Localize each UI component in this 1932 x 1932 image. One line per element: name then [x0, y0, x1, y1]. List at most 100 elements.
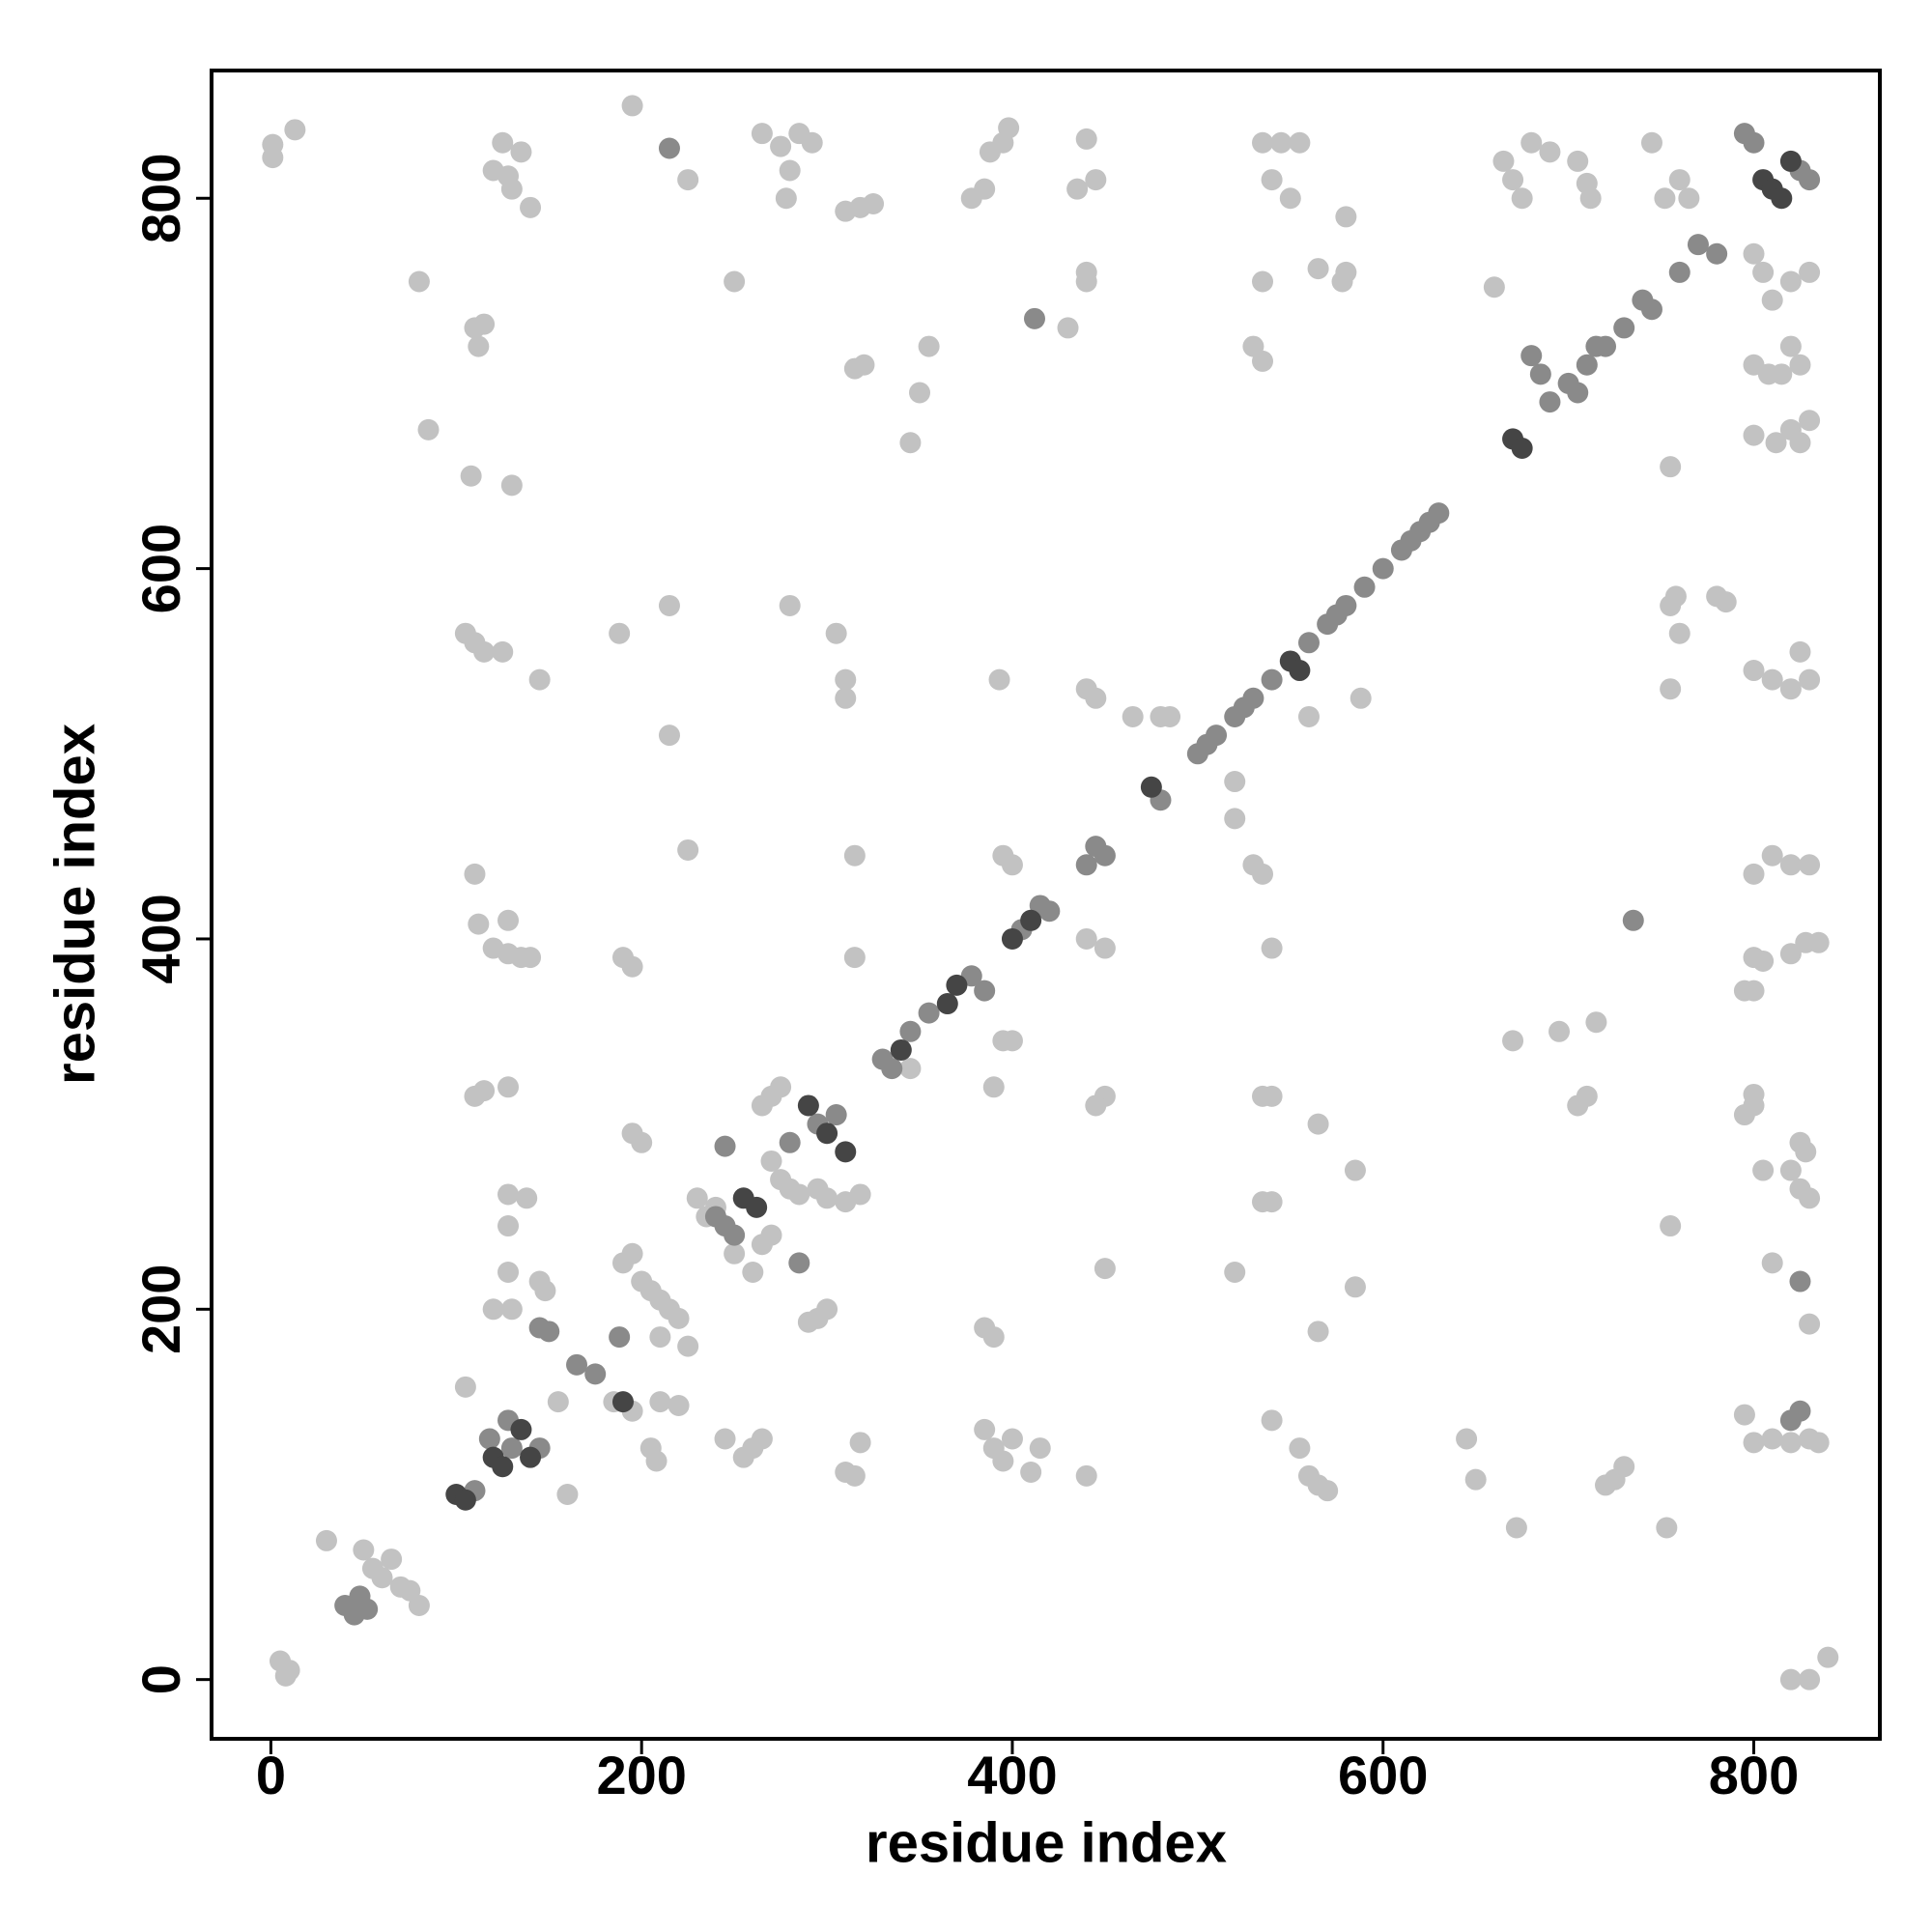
point: [497, 909, 520, 931]
point: [1075, 927, 1097, 950]
y-tick-label: 400: [130, 894, 191, 983]
point: [1761, 1252, 1783, 1274]
point: [284, 119, 306, 141]
point: [1094, 937, 1116, 959]
point: [1307, 1113, 1329, 1135]
point: [974, 980, 996, 1002]
point: [520, 947, 542, 969]
point: [1261, 937, 1283, 959]
point: [1576, 354, 1598, 376]
point: [1779, 270, 1802, 293]
point: [1492, 150, 1515, 172]
point: [497, 1261, 520, 1283]
point: [788, 1252, 810, 1274]
point: [621, 1242, 643, 1264]
point: [1372, 557, 1394, 580]
point: [1242, 687, 1264, 709]
point: [899, 432, 922, 454]
point: [1331, 270, 1353, 293]
point: [1613, 317, 1635, 339]
point: [881, 1058, 903, 1080]
point: [1567, 1094, 1589, 1117]
point: [1779, 678, 1802, 700]
point: [621, 955, 643, 978]
point: [1668, 622, 1690, 644]
point: [974, 1418, 996, 1440]
point: [468, 335, 490, 357]
point: [454, 1489, 476, 1511]
point: [473, 313, 496, 335]
point: [1807, 931, 1830, 953]
point: [1771, 187, 1793, 210]
point: [998, 117, 1020, 139]
point: [1335, 594, 1357, 616]
point: [797, 1311, 819, 1333]
point: [1001, 927, 1023, 950]
y-tick-label: 200: [130, 1264, 191, 1354]
point: [528, 1317, 551, 1339]
point: [497, 165, 520, 187]
point: [1252, 131, 1274, 154]
point: [658, 137, 680, 159]
point: [1752, 1159, 1775, 1181]
point: [982, 1076, 1005, 1098]
point: [1066, 178, 1089, 200]
point: [816, 1187, 838, 1209]
point: [408, 1594, 430, 1616]
point: [1224, 771, 1246, 793]
point: [1799, 169, 1821, 191]
point: [408, 270, 430, 293]
point: [1020, 909, 1042, 931]
point: [520, 196, 542, 218]
point: [1743, 863, 1765, 885]
point: [1733, 123, 1755, 145]
point: [534, 1280, 556, 1302]
point: [497, 1076, 520, 1098]
point: [1252, 270, 1274, 293]
point: [1023, 307, 1045, 329]
point: [1428, 502, 1450, 525]
point: [843, 844, 866, 867]
point: [497, 1183, 520, 1206]
point: [788, 1183, 810, 1206]
point: [779, 1131, 801, 1153]
point: [1464, 1468, 1487, 1491]
point: [1622, 909, 1644, 931]
point: [1752, 950, 1775, 972]
point: [1660, 1215, 1682, 1237]
point: [775, 187, 797, 210]
point: [1789, 640, 1811, 663]
point: [1789, 1131, 1811, 1153]
point: [417, 418, 440, 440]
point: [801, 131, 823, 154]
point: [1743, 980, 1765, 1002]
point: [315, 1529, 337, 1551]
point: [1001, 1030, 1023, 1052]
point: [686, 1187, 708, 1209]
point: [1678, 187, 1700, 210]
point: [1743, 1083, 1765, 1105]
point: [899, 1020, 922, 1042]
point: [1789, 354, 1811, 376]
y-axis-title: residue index: [43, 724, 106, 1085]
point: [478, 1428, 500, 1450]
point: [1799, 1187, 1821, 1209]
point: [1094, 844, 1116, 867]
point: [825, 1104, 847, 1126]
point: [1799, 410, 1821, 432]
point: [853, 354, 875, 376]
point: [1307, 1321, 1329, 1343]
point: [482, 1298, 504, 1321]
point: [863, 193, 885, 215]
point: [649, 1391, 671, 1413]
point: [1640, 131, 1662, 154]
point: [1799, 1668, 1821, 1690]
point: [1595, 335, 1617, 357]
point: [1743, 660, 1765, 682]
point: [1075, 128, 1097, 150]
point: [473, 640, 496, 663]
point: [843, 1464, 866, 1487]
point: [649, 1326, 671, 1349]
point: [714, 1428, 736, 1450]
